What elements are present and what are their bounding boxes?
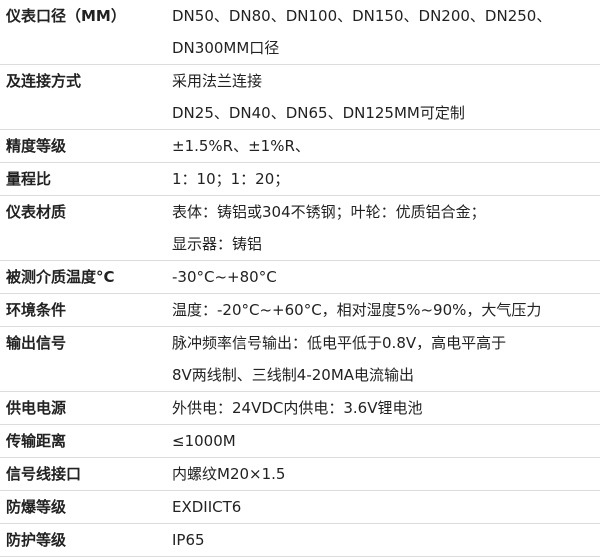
value-line: 8V两线制、三线制4-20MA电流输出 <box>172 366 415 384</box>
spec-value: 采用法兰连接 DN25、DN40、DN65、DN125MM可定制 <box>172 65 600 129</box>
spec-value: 内螺纹M20×1.5 <box>172 458 600 490</box>
value-line: 显示器：铸铝 <box>172 235 263 253</box>
spec-label: 被测介质温度°C <box>6 268 115 286</box>
spec-row: 防护等级 IP65 <box>0 524 600 557</box>
spec-label: 防护等级 <box>6 531 67 549</box>
spec-value: DN50、DN80、DN100、DN150、DN200、DN250、 DN300M… <box>172 0 600 64</box>
spec-label: 精度等级 <box>6 137 67 155</box>
spec-row: 供电电源 外供电：24VDC内供电：3.6V锂电池 <box>0 392 600 425</box>
value-line: 外供电：24VDC内供电：3.6V锂电池 <box>172 399 423 417</box>
spec-value: 外供电：24VDC内供电：3.6V锂电池 <box>172 392 600 424</box>
value-line: 温度：-20°C~+60°C，相对湿度5%~90%，大气压力 <box>172 301 542 319</box>
value-line: IP65 <box>172 531 205 549</box>
spec-label: 仪表口径（MM） <box>6 7 126 25</box>
spec-value: -30°C~+80°C <box>172 261 600 293</box>
spec-row: 被测介质温度°C -30°C~+80°C <box>0 261 600 294</box>
spec-row: 仪表材质 表体：铸铝或304不锈钢；叶轮：优质铝合金； 显示器：铸铝 <box>0 196 600 261</box>
spec-row: 精度等级 ±1.5%R、±1%R、 <box>0 130 600 163</box>
spec-label: 输出信号 <box>6 334 67 352</box>
spec-label: 传输距离 <box>6 432 67 450</box>
spec-label: 仪表材质 <box>6 203 67 221</box>
spec-value: IP65 <box>172 524 600 556</box>
spec-value: EXDIICT6 <box>172 491 600 523</box>
value-line: 1：10；1：20； <box>172 170 290 188</box>
spec-label: 量程比 <box>6 170 52 188</box>
spec-row: 仪表口径（MM） DN50、DN80、DN100、DN150、DN200、DN25… <box>0 0 600 65</box>
spec-label: 信号线接口 <box>6 465 82 483</box>
spec-value: ±1.5%R、±1%R、 <box>172 130 600 162</box>
value-line: 内螺纹M20×1.5 <box>172 465 286 483</box>
value-line: ±1.5%R、±1%R、 <box>172 137 310 155</box>
spec-label: 及连接方式 <box>6 72 82 90</box>
value-line: 表体：铸铝或304不锈钢；叶轮：优质铝合金； <box>172 203 486 221</box>
spec-label: 供电电源 <box>6 399 67 417</box>
value-line: 采用法兰连接 <box>172 72 263 90</box>
value-line: EXDIICT6 <box>172 498 242 516</box>
spec-row: 输出信号 脉冲频率信号输出：低电平低于0.8V，高电平高于 8V两线制、三线制4-2… <box>0 327 600 392</box>
spec-value: 表体：铸铝或304不锈钢；叶轮：优质铝合金； 显示器：铸铝 <box>172 196 600 260</box>
spec-value: 1：10；1：20； <box>172 163 600 195</box>
spec-row: 防爆等级 EXDIICT6 <box>0 491 600 524</box>
value-line: DN50、DN80、DN100、DN150、DN200、DN250、 <box>172 7 552 25</box>
value-line: ≤1000M <box>172 432 236 450</box>
spec-row: 及连接方式 采用法兰连接 DN25、DN40、DN65、DN125MM可定制 <box>0 65 600 130</box>
value-line: DN300MM口径 <box>172 39 280 57</box>
value-line: 脉冲频率信号输出：低电平低于0.8V，高电平高于 <box>172 334 507 352</box>
spec-row: 量程比 1：10；1：20； <box>0 163 600 196</box>
spec-value: 温度：-20°C~+60°C，相对湿度5%~90%，大气压力 <box>172 294 600 326</box>
spec-label: 环境条件 <box>6 301 67 319</box>
spec-row: 信号线接口 内螺纹M20×1.5 <box>0 458 600 491</box>
spec-row: 传输距离 ≤1000M <box>0 425 600 458</box>
spec-value: 脉冲频率信号输出：低电平低于0.8V，高电平高于 8V两线制、三线制4-20MA电… <box>172 327 600 391</box>
value-line: DN25、DN40、DN65、DN125MM可定制 <box>172 104 465 122</box>
spec-row: 环境条件 温度：-20°C~+60°C，相对湿度5%~90%，大气压力 <box>0 294 600 327</box>
spec-value: ≤1000M <box>172 425 600 457</box>
value-line: -30°C~+80°C <box>172 268 277 286</box>
spec-label: 防爆等级 <box>6 498 67 516</box>
